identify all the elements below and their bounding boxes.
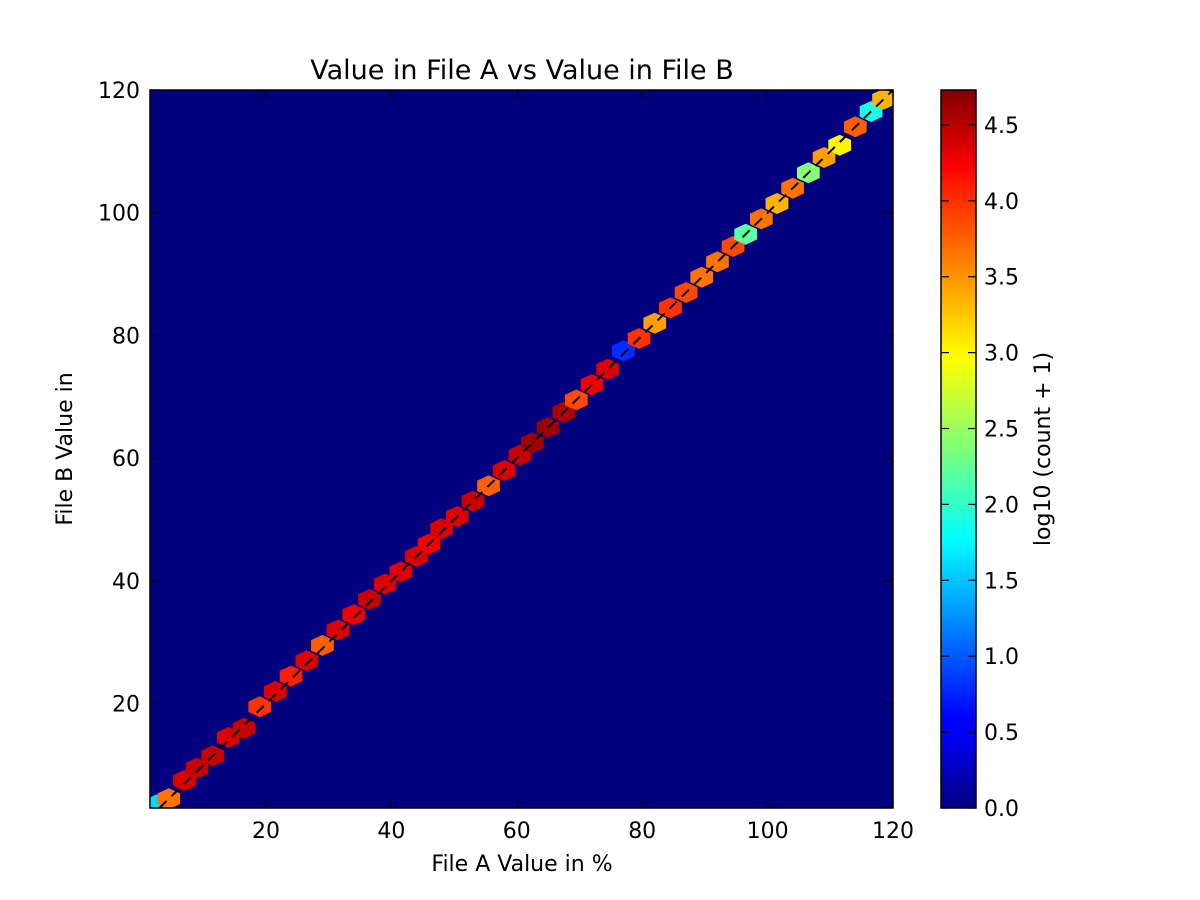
heatmap-cell xyxy=(232,717,256,739)
x-axis-ticks: 20 40 60 80 100 120 xyxy=(252,90,914,844)
colorbar-tick-label: 0.0 xyxy=(984,797,1019,822)
x-tick-label: 40 xyxy=(377,819,405,844)
colorbar-tick-label: 3.5 xyxy=(984,266,1019,291)
colorbar-tick-label: 0.5 xyxy=(984,721,1019,746)
reference-diagonal-line xyxy=(158,90,893,808)
x-tick-label: 20 xyxy=(252,819,280,844)
x-tick-label: 80 xyxy=(628,819,656,844)
heatmap-cell xyxy=(264,680,287,702)
heatmap-cell xyxy=(430,518,453,540)
y-tick-label: 60 xyxy=(112,447,140,472)
heatmap-cell xyxy=(185,757,209,779)
heatmap-cell xyxy=(373,573,397,595)
y-tick-label: 80 xyxy=(112,324,140,349)
heatmap-cell xyxy=(295,650,319,672)
y-axis-label: File B Value in xyxy=(53,372,78,525)
colorbar-tick-label: 4.0 xyxy=(984,190,1019,215)
x-tick-label: 100 xyxy=(747,819,789,844)
heatmap-cell xyxy=(248,696,272,718)
y-tick-label: 100 xyxy=(98,202,140,227)
heatmap-cell xyxy=(342,604,366,626)
colorbar-label: log10 (count + 1) xyxy=(1031,352,1056,546)
heatmap-cell xyxy=(279,665,303,687)
y-axis-ticks: 20 40 60 80 100 120 xyxy=(98,79,893,718)
colorbar-tick-label: 4.5 xyxy=(984,114,1019,139)
colorbar-ticks: 0.0 0.5 1.0 1.5 2.0 2.5 3.0 3.5 4.0 4.5 xyxy=(941,114,1019,822)
colorbar-tick-label: 3.0 xyxy=(984,342,1019,367)
x-tick-label: 120 xyxy=(872,819,914,844)
y-tick-label: 40 xyxy=(112,570,140,595)
colorbar-tick-label: 2.0 xyxy=(984,493,1019,518)
x-tick-label: 60 xyxy=(503,819,531,844)
colorbar-tick-label: 2.5 xyxy=(984,418,1019,443)
colorbar-tick-label: 1.0 xyxy=(984,645,1019,670)
heatmap-cell xyxy=(311,634,334,656)
heatmap-cell xyxy=(326,619,350,641)
plot-frame xyxy=(149,89,894,809)
chart-title: Value in File A vs Value in File B xyxy=(310,55,734,86)
heatmap-cell xyxy=(828,134,852,156)
heatmap-cell xyxy=(358,588,381,610)
y-tick-label: 120 xyxy=(98,79,140,104)
colorbar xyxy=(940,89,977,809)
colorbar-tick-label: 1.5 xyxy=(984,569,1019,594)
x-axis-label: File A Value in % xyxy=(431,852,612,877)
heatmap-cell xyxy=(612,340,635,362)
y-tick-label: 20 xyxy=(112,693,140,718)
